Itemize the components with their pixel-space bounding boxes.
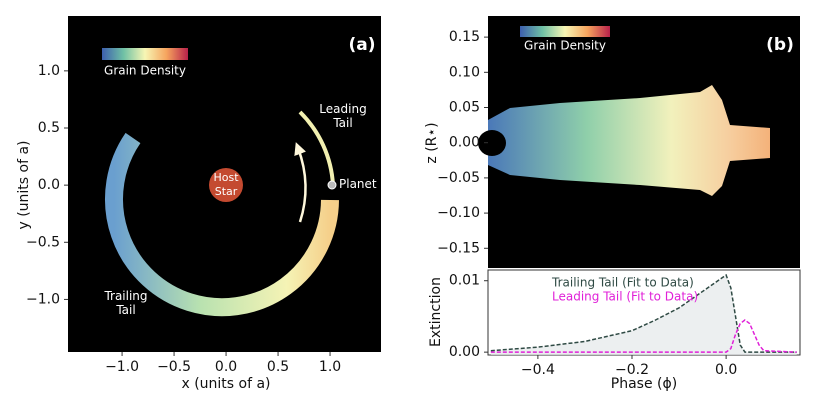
x-tick-label: −1.0	[105, 359, 139, 375]
y-axis-label: z (R⋆)	[424, 122, 440, 163]
dust-plume	[488, 85, 770, 196]
y-tick-label: 0.15	[449, 29, 480, 45]
x-axis-label: Phase (ϕ)	[611, 376, 677, 392]
annotation: Host Star	[213, 171, 239, 198]
line	[490, 319, 797, 353]
x-tick-label: 0.0	[715, 362, 737, 378]
leading-tail	[298, 110, 335, 186]
legend-label: Trailing Tail (Fit to Data)	[551, 276, 694, 290]
host-star	[209, 168, 243, 202]
x-tick-label: 1.0	[319, 359, 341, 375]
line	[490, 273, 797, 353]
planet	[327, 180, 337, 190]
annotation: Leading Tail	[319, 102, 367, 130]
colorbar	[520, 26, 610, 37]
x-tick-label: −0.5	[157, 359, 191, 375]
panel-label: (a)	[348, 35, 375, 55]
colorbar-label: Grain Density	[524, 39, 606, 53]
x-tick-label: 0.5	[267, 359, 289, 375]
trailing-tail	[105, 132, 339, 317]
x-axis-label: x (units of a)	[181, 376, 270, 392]
orbit-arrow	[294, 142, 307, 223]
plume-notch	[478, 130, 506, 156]
y-tick-label: 1.0	[38, 63, 60, 79]
y-tick-label: −1.0	[26, 291, 60, 307]
area	[490, 275, 797, 355]
y-tick-label: −0.15	[437, 240, 480, 256]
legend-label: Leading Tail (Fit to Data)	[552, 290, 698, 304]
colorbar-label: Grain Density	[104, 64, 186, 78]
y-tick-label: 0.0	[38, 177, 60, 193]
y-tick-label: −0.05	[437, 170, 480, 186]
y-tick-label: −0.5	[26, 234, 60, 250]
annotation: Trailing Tail	[104, 289, 148, 317]
y-tick-label: 0.05	[449, 100, 480, 116]
y-tick-label: 0.5	[38, 120, 60, 136]
colorbar	[102, 48, 188, 60]
y-tick-label: 0.01	[449, 273, 480, 289]
x-tick-label: 0.0	[215, 359, 237, 375]
y-tick-label: 0.00	[449, 344, 480, 360]
panel-label: (b)	[766, 35, 794, 55]
y-tick-label: 0.10	[449, 64, 480, 80]
x-tick-label: −0.4	[521, 362, 555, 378]
y-axis-label: Extinction	[428, 277, 444, 347]
y-axis-label: y (units of a)	[16, 140, 32, 229]
y-tick-label: 0.00	[449, 135, 480, 151]
annotation: Planet	[339, 177, 377, 191]
y-tick-label: −0.10	[437, 205, 480, 221]
x-tick-label: −0.2	[615, 362, 649, 378]
